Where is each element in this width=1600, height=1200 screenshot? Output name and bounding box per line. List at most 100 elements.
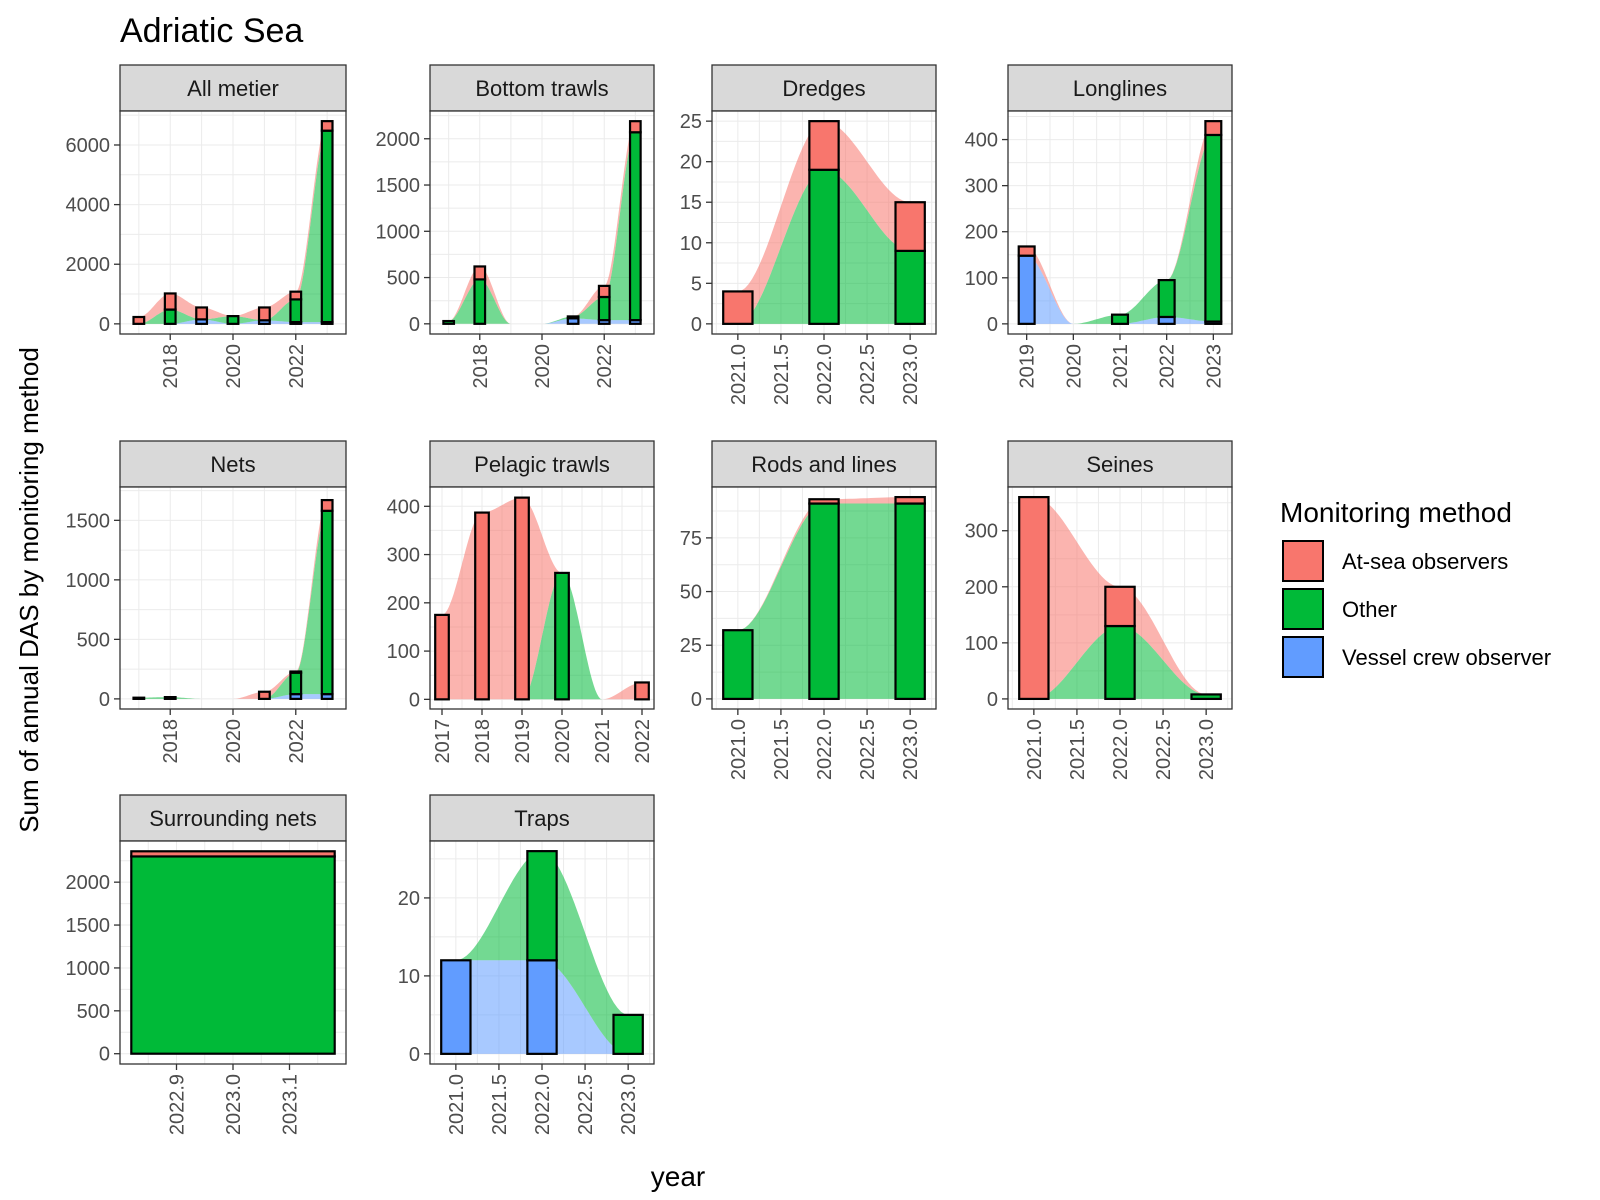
bar-at-sea-observers-2023 [628,120,642,134]
facet-strip [711,64,937,112]
bar-at-sea-observers-2021 [257,690,271,700]
bar-at-sea-observers-2021 [722,290,754,325]
ribbon-at-sea-observers [442,497,642,700]
facet-strip-label: Dredges [782,76,865,101]
legend-swatch [1282,588,1324,630]
ribbon-other [138,130,328,324]
x-tick-label: 2023.0 [900,719,922,780]
y-tick-label: 2000 [376,129,421,151]
bar-other-2017 [132,696,146,700]
y-tick-label: 300 [965,176,998,198]
bar-other-2022 [808,502,840,701]
bars [442,120,642,325]
bar-vessel-crew-observer-2022 [526,959,558,1055]
bar-other-2021 [722,629,754,701]
x-tick-label: 2023.1 [280,1074,302,1135]
x-tick-label: 2021.5 [1067,719,1089,780]
x-tick-label: 2021.5 [771,344,793,405]
bar-at-sea-observers-2022 [808,120,840,171]
bar-other-2022 [526,850,558,962]
x-tick-label: 2018 [160,719,182,764]
x-tick-label: 2021.0 [446,1074,468,1135]
legend: Monitoring method At-sea observers Other V… [1280,497,1551,678]
bar-at-sea-observers-2023 [130,850,336,858]
ribbon-at-sea-observers [138,121,328,324]
bar-at-sea-observers-2022 [1104,585,1136,628]
y-tick-label: 300 [965,521,998,543]
facet-strip-label: Bottom trawls [475,76,608,101]
bar-other-2023 [628,131,642,322]
x-tick-label: 2022 [286,719,308,764]
y-tick-label: 0 [409,314,420,336]
bar-other-2021 [566,315,580,320]
x-tick-label: 2022 [632,719,654,764]
x-tick-label: 2023.0 [900,344,922,405]
ribbon-vessel-crew-observer [138,319,328,324]
facet-strip [119,64,347,112]
ribbons [1026,121,1214,324]
bars [130,850,336,1055]
x-tick-label: 2018 [470,344,492,389]
x-tick-label: 2023.0 [618,1074,640,1135]
facet-strip [1007,440,1233,488]
x-tick-label: 2022.0 [532,1074,554,1135]
facet-strip-label: Surrounding nets [149,806,317,831]
facet-strip [429,64,655,112]
x-tick-label: 2022.0 [1110,719,1132,780]
panel-all-metier: All metier 0 2000 4000 6000 2018 2020 2022 [66,64,347,389]
bar-at-sea-observers-2023 [320,498,334,512]
legend-title: Monitoring method [1280,497,1512,528]
bar-at-sea-observers-2018 [163,292,177,311]
y-tick-label: 1000 [66,958,111,980]
bar-at-sea-observers-2019 [514,496,530,701]
x-tick-label: 2020 [1063,344,1085,389]
y-tick-label: 1000 [66,570,111,592]
y-tick-label: 0 [99,689,110,711]
y-tick-label: 0 [691,314,702,336]
legend-label: At-sea observers [1342,549,1508,574]
bar-at-sea-observers-2023 [320,120,334,132]
y-tick-label: 0 [99,1044,110,1066]
x-tick-label: 2023.0 [223,1074,245,1135]
y-tick-label: 75 [680,528,702,550]
legend-swatch [1282,636,1324,678]
y-tick-label: 10 [680,233,702,255]
facet-strip [119,440,347,488]
x-tick-label: 2023 [1203,344,1225,389]
y-tick-label: 100 [387,641,420,663]
ribbons [138,500,328,699]
y-tick-label: 200 [965,577,998,599]
panel-dredges: Dredges 0 5 10 15 20 25 2021.0 2021.5 2022.0 2022.… [680,64,937,405]
bar-other-2021 [1110,313,1130,325]
panel-rods-and-lines: Rods and lines 0 25 50 75 2021.0 2021.5 2022.0 2… [680,440,937,780]
legend-label: Other [1342,597,1397,622]
x-tick-label: 2022 [594,344,616,389]
bar-at-sea-observers-2022 [289,670,303,674]
y-tick-label: 50 [680,582,702,604]
x-tick-label: 2022.5 [1153,719,1175,780]
facet-strip-label: Pelagic trawls [474,452,610,477]
bars [1017,120,1223,325]
ribbon-at-sea-observers [737,121,911,324]
bar-at-sea-observers-2023 [894,201,926,252]
y-tick-label: 0 [987,689,998,711]
legend-item-other: Other [1282,588,1397,630]
y-tick-label: 0 [691,689,702,711]
bars [722,120,926,325]
y-tick-label: 0 [409,689,420,711]
bars [132,498,334,700]
ribbon-other [138,510,328,699]
ribbon-other [1026,135,1214,324]
panel-border [429,486,655,710]
x-tick-label: 2020 [552,719,574,764]
bar-other-2022 [289,671,303,696]
y-tick-label: 15 [680,192,702,214]
panel-seines: Seines 0 100 200 300 2021.0 2021.5 2022.0 2022.5… [965,440,1233,780]
x-tick-label: 2022.5 [575,1074,597,1135]
panel-bottom-trawls: Bottom trawls 0 500 1000 1500 2000 2018 2020 202… [376,64,655,389]
panel-pelagic-trawls: Pelagic trawls 0 100 200 300 400 2017 2018 2019 2… [387,440,655,764]
bar-other-2020 [554,571,570,701]
y-tick-label: 10 [398,966,420,988]
y-tick-label: 25 [680,111,702,133]
